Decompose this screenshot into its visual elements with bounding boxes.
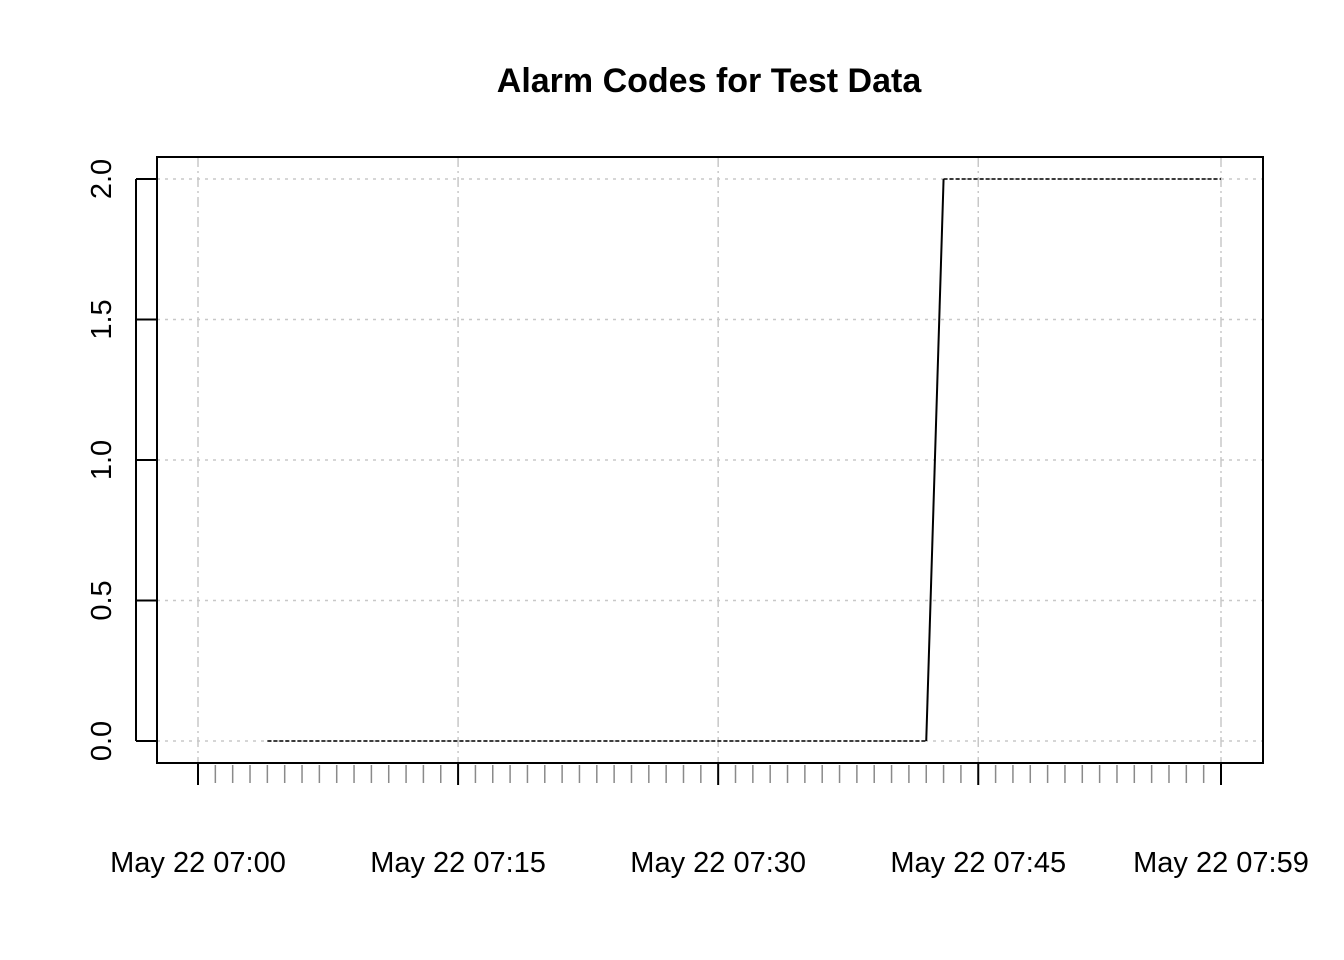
series — [267, 178, 1221, 742]
y-tick-label: 0.0 — [86, 721, 118, 761]
grid — [157, 157, 1263, 763]
x-tick-label: May 22 07:15 — [370, 847, 546, 879]
x-axis: May 22 07:00 May 22 07:15 May 22 07:30 May … — [110, 763, 1309, 879]
y-axis: 0.0 0.5 1.0 1.5 2.0 — [86, 159, 157, 761]
y-tick-label: 2.0 — [86, 159, 118, 199]
x-tick-label: May 22 07:30 — [630, 847, 806, 879]
x-tick-label: May 22 07:59 — [1133, 847, 1309, 879]
y-tick-label: 0.5 — [86, 580, 118, 620]
y-tick-label: 1.5 — [86, 299, 118, 339]
x-tick-label: May 22 07:45 — [890, 847, 1066, 879]
series-line-segment — [925, 178, 945, 742]
chart-title: Alarm Codes for Test Data — [497, 62, 923, 100]
x-tick-label: May 22 07:00 — [110, 847, 286, 879]
y-tick-label: 1.0 — [86, 440, 118, 480]
